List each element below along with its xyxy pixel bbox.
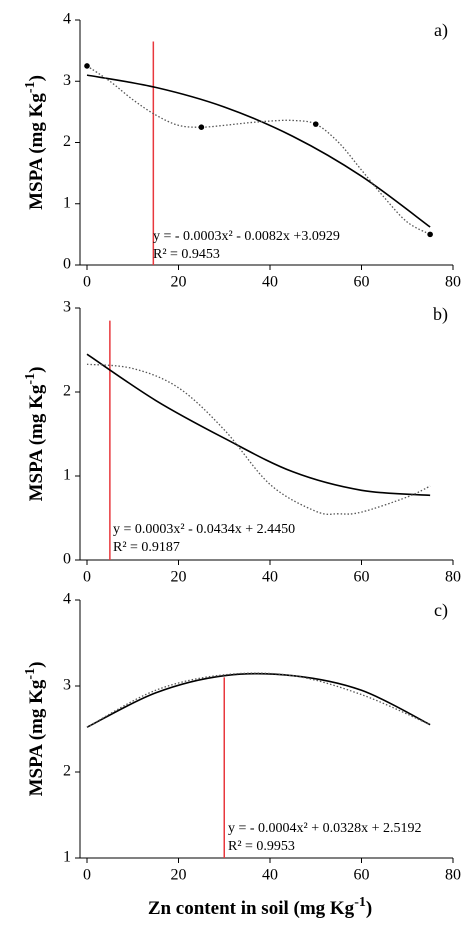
x-axis-label: Zn content in soil (mg Kg-1) (148, 895, 372, 920)
x-tick-label: 0 (83, 569, 91, 586)
equation: R² = 0.9453 (153, 247, 220, 262)
x-axis-label-part: -1 (354, 895, 366, 910)
y-tick-label: 4 (63, 11, 71, 28)
y-tick-label: 1 (63, 467, 71, 484)
y-axis-label: MSPA (mg Kg-1) (23, 75, 48, 210)
x-axis-label-part: ) (366, 898, 372, 919)
y-tick-label: 2 (63, 133, 71, 150)
x-tick-label: 60 (354, 867, 370, 884)
y-tick-label: 3 (63, 677, 71, 694)
x-tick-label: 0 (83, 867, 91, 884)
data-point (312, 121, 319, 127)
x-tick-label: 60 (354, 569, 370, 586)
dotted-curve (86, 672, 431, 728)
x-tick-label: 20 (171, 867, 187, 884)
x-tick-label: 40 (262, 867, 278, 884)
x-axis-label-part: Zn content in soil (mg Kg (148, 898, 355, 919)
x-tick-label: 40 (262, 569, 278, 586)
x-tick-label: 80 (445, 867, 461, 884)
x-tick-label: 60 (354, 274, 370, 291)
x-tick-label: 40 (262, 274, 278, 291)
y-tick-label: 4 (63, 591, 71, 608)
data-point (427, 231, 433, 238)
y-axis-label-part: -1 (23, 373, 38, 385)
equation: y = - 0.0004x² + 0.0328x + 2.5192 (228, 821, 422, 836)
panel-label: b) (433, 304, 448, 325)
y-tick-label: 2 (63, 383, 71, 400)
equation: y = - 0.0003x² - 0.0082x +3.0929 (153, 229, 340, 244)
y-tick-label: 3 (63, 299, 71, 316)
y-axis-label-part: ) (26, 75, 47, 81)
y-axis-label-part: ) (26, 367, 47, 373)
x-tick-label: 20 (171, 274, 187, 291)
x-tick-label: 20 (171, 569, 187, 586)
equation: R² = 0.9187 (113, 540, 180, 555)
panel-label: c) (434, 600, 448, 621)
y-tick-label: 3 (63, 72, 71, 89)
y-tick-label: 2 (63, 763, 71, 780)
dotted-curve (86, 363, 431, 515)
data-point (198, 124, 205, 130)
dotted-curve (86, 65, 431, 235)
y-axis-label: MSPA (mg Kg-1) (23, 662, 48, 797)
data-point (84, 63, 90, 69)
equation: y = 0.0003x² - 0.0434x + 2.4450 (113, 522, 295, 537)
y-axis-label-part: MSPA (mg Kg (26, 384, 47, 501)
fit-curve (86, 353, 431, 497)
y-tick-label: 0 (63, 551, 71, 568)
y-axis-label: MSPA (mg Kg-1) (23, 367, 48, 502)
y-tick-label: 0 (63, 256, 71, 273)
y-axis-label-part: MSPA (mg Kg (26, 93, 47, 210)
fit-curve (86, 672, 431, 728)
y-tick-label: 1 (63, 849, 71, 866)
x-tick-label: 0 (83, 274, 91, 291)
y-axis-label-part: -1 (23, 668, 38, 680)
x-tick-label: 80 (445, 274, 461, 291)
y-axis-label-part: MSPA (mg Kg (26, 679, 47, 796)
equation: R² = 0.9953 (228, 839, 295, 854)
y-axis-label-part: ) (26, 662, 47, 668)
x-tick-label: 80 (445, 569, 461, 586)
fit-curve (86, 74, 431, 228)
panel-label: a) (434, 20, 448, 41)
y-axis-label-part: -1 (23, 81, 38, 93)
y-tick-label: 1 (63, 194, 71, 211)
